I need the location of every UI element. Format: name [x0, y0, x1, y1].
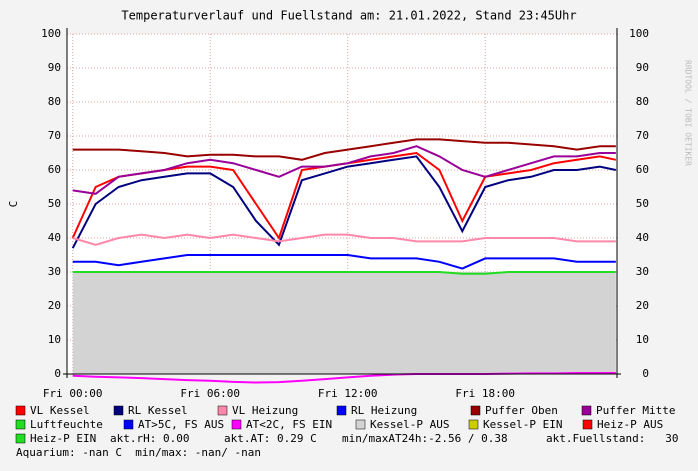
x-tick-label: Fri 06:00: [180, 387, 240, 400]
legend-swatch: [113, 405, 124, 416]
legend-swatch: [581, 405, 592, 416]
legend-swatch: [15, 433, 26, 444]
legend-label: AT<2C, FS EIN: [246, 418, 332, 431]
y-tick-label: 60: [48, 163, 61, 176]
legend-swatch: [355, 419, 366, 430]
y-tick-label: 40: [48, 231, 61, 244]
legend-label: AT>5C, FS AUS: [138, 418, 224, 431]
legend-label: Heiz-P EIN: [30, 432, 96, 445]
line: [72, 138, 616, 161]
legend-label: Heiz-P AUS: [597, 418, 663, 431]
footer-text: Aquarium: -nan C min/max: -nan/ -nan: [16, 446, 261, 459]
y2-tick-label: 90: [636, 61, 649, 74]
legend: VL Kessel RL Kessel VL Heizung RL Heizung Pu…: [15, 404, 678, 459]
y2-tick-label: 50: [636, 197, 649, 210]
y2-tick-label: 60: [636, 163, 649, 176]
x-tick-label: Fri 12:00: [318, 387, 378, 400]
y-tick-label: 10: [48, 333, 61, 346]
legend-label: RL Kessel: [128, 404, 188, 417]
status-text: akt.Fuellstand: 30: [546, 432, 678, 445]
legend-swatch: [468, 419, 479, 430]
legend-label: Luftfeuchte: [30, 418, 103, 431]
y2-tick-label: 100: [629, 27, 649, 40]
axes: 0 0 10 10 20 20 30 30 40 40 50 50 60 60 70 70 80 80 90 90 10…: [41, 27, 649, 400]
status-text: akt.AT: 0.29 C: [224, 432, 317, 445]
line: [72, 145, 616, 195]
legend-swatch: [15, 405, 26, 416]
y-tick-label: 30: [48, 265, 61, 278]
y-tick-label: 70: [48, 129, 61, 142]
y2-tick-label: 40: [636, 231, 649, 244]
x-tick-label: Fri 00:00: [43, 387, 103, 400]
status-text: min/maxAT24h:-2.56 / 0.38: [342, 432, 508, 445]
legend-label: VL Kessel: [30, 404, 90, 417]
y-tick-label: 20: [48, 299, 61, 312]
y-tick-label: 50: [48, 197, 61, 210]
legend-label: Kessel-P AUS: [370, 418, 449, 431]
y2-tick-label: 30: [636, 265, 649, 278]
legend-label: RL Heizung: [351, 404, 417, 417]
line: [71, 155, 617, 249]
legend-swatch: [582, 419, 593, 430]
y-tick-label: 100: [41, 27, 61, 40]
y2-tick-label: 70: [636, 129, 649, 142]
legend-swatch: [231, 419, 242, 430]
legend-swatch: [336, 405, 347, 416]
y-tick-label: 90: [48, 61, 61, 74]
watermark: RRDTOOL / TOBI OETIKER: [684, 60, 693, 166]
y-tick-label: 80: [48, 95, 61, 108]
legend-label: Puffer Oben: [485, 404, 558, 417]
y2-tick-label: 10: [636, 333, 649, 346]
legend-swatch: [123, 419, 134, 430]
legend-label: VL Heizung: [232, 404, 298, 417]
chart-title: Temperaturverlauf und Fuellstand am: 21.…: [121, 9, 576, 23]
legend-label: Kessel-P EIN: [483, 418, 562, 431]
legend-swatch: [217, 405, 228, 416]
legend-swatch: [470, 405, 481, 416]
marks: [71, 138, 617, 384]
status-text: akt.rH: 0.00: [110, 432, 189, 445]
y2-tick-label: 20: [636, 299, 649, 312]
y2-tick-label: 80: [636, 95, 649, 108]
y2-tick-label: 0: [642, 367, 649, 380]
area: [72, 272, 616, 374]
line: [72, 233, 616, 246]
line: [72, 371, 616, 384]
legend-swatch: [15, 419, 26, 430]
line: [72, 271, 616, 275]
line: [72, 254, 616, 270]
x-tick-label: Fri 18:00: [455, 387, 515, 400]
y-axis-label: C: [7, 201, 20, 208]
y-tick-label: 0: [54, 367, 61, 380]
legend-label: Puffer Mitte: [596, 404, 675, 417]
